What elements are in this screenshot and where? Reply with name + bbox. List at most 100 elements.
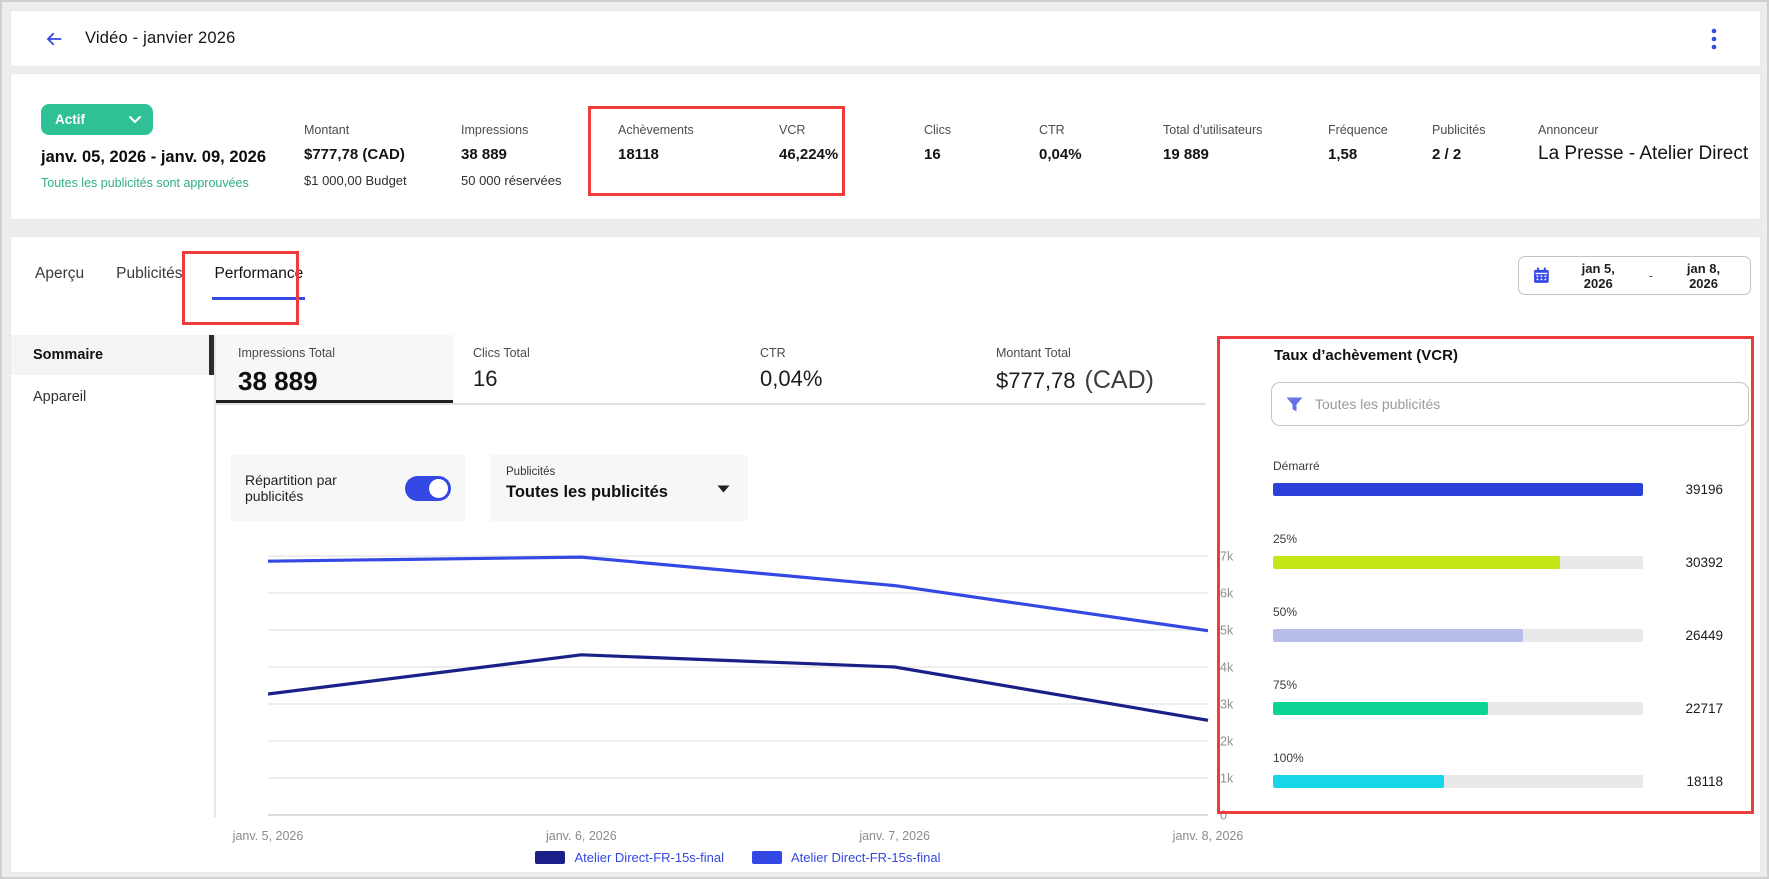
stat-label: Clics — [924, 123, 952, 137]
stat-label: Fréquence — [1328, 123, 1388, 137]
vcr-bar-track — [1273, 556, 1643, 569]
stat-label: Annonceur — [1538, 123, 1599, 137]
stat-col-annonceur: Annonceur La Presse - Atelier Direct — [1538, 123, 1767, 219]
chevron-down-icon — [129, 115, 141, 123]
vcr-bar-row: Démarré 39196 — [1273, 459, 1723, 497]
vcr-filter — [1271, 382, 1749, 426]
vcr-bar-label: 25% — [1273, 532, 1298, 546]
tab-label: Aperçu — [35, 265, 85, 282]
x-tick-label: janv. 5, 2026 — [232, 829, 304, 843]
stat-label: Publicités — [1432, 123, 1486, 137]
legend-label: Atelier Direct-FR-15s-final — [791, 850, 941, 865]
metric-cards-row: Impressions Total 38 889 Clics Total 16 … — [216, 335, 1206, 405]
metric-value: 16 — [473, 366, 498, 391]
legend-item[interactable]: Atelier Direct-FR-15s-final — [535, 850, 724, 865]
toggle-knob — [429, 478, 448, 498]
legend-item[interactable]: Atelier Direct-FR-15s-final — [752, 850, 941, 865]
metric-value: 38 889 — [238, 366, 318, 396]
metric-card-montant-total[interactable]: Montant Total $777,78 (CAD) — [976, 335, 1206, 403]
vcr-bar-row: 25% 30392 — [1273, 532, 1723, 570]
y-tick-label: 3k — [1220, 698, 1234, 712]
stats-row: Montant $777,78 (CAD) $1 000,00 Budget I… — [304, 74, 1767, 219]
tab-performance[interactable]: Performance — [212, 257, 306, 300]
tab-label: Publicités — [116, 265, 183, 282]
vcr-bar-fill — [1273, 556, 1560, 569]
vcr-bar-label: 75% — [1273, 678, 1298, 692]
tab-apercu[interactable]: Aperçu — [33, 257, 86, 300]
sidebar-item-label: Sommaire — [33, 347, 104, 363]
sidebar-item-sommaire[interactable]: Sommaire — [11, 335, 214, 375]
y-tick-label: 2k — [1220, 735, 1234, 749]
metric-card-ctr[interactable]: CTR 0,04% — [740, 335, 976, 403]
vcr-bar-track — [1273, 702, 1643, 715]
vcr-panel-title: Taux d’achèvement (VCR) — [1274, 347, 1458, 364]
x-tick-label: janv. 8, 2026 — [1172, 829, 1244, 843]
stat-col-ctr: CTR 0,04% — [1039, 123, 1163, 219]
metric-card-impressions-total[interactable]: Impressions Total 38 889 — [216, 335, 453, 403]
status-block: Actif janv. 05, 2026 - janv. 09, 2026 To… — [41, 74, 304, 219]
status-badge-label: Actif — [55, 112, 85, 127]
stat-label: Montant — [304, 123, 350, 137]
chart-legend: Atelier Direct-FR-15s-final Atelier Dire… — [268, 850, 1208, 865]
stat-value: 0,04% — [1039, 146, 1082, 163]
stat-label: CTR — [1039, 123, 1065, 137]
kebab-menu-button[interactable] — [1700, 25, 1728, 53]
metric-value: 0,04% — [760, 366, 823, 391]
vcr-bar-value: 18118 — [1686, 774, 1723, 789]
tab-publicites[interactable]: Publicités — [114, 257, 184, 300]
legend-label: Atelier Direct-FR-15s-final — [574, 850, 724, 865]
stat-col-achevements: Achèvements 18118 — [618, 123, 779, 219]
vcr-bar-row: 100% 18118 — [1273, 751, 1723, 789]
chart-svg: 0 1k 2k 3k 4k 5k 6k 7k — [267, 550, 1234, 823]
vcr-bars: Démarré 39196 25% 30392 50% 26449 75% — [1273, 459, 1723, 824]
sidebar-divider — [214, 335, 216, 817]
stat-value: 2 / 2 — [1432, 146, 1462, 163]
date-range-start: jan 5, 2026 — [1581, 260, 1615, 291]
x-tick-label: janv. 7, 2026 — [859, 829, 930, 843]
stat-label: Achèvements — [618, 123, 694, 137]
stat-col-total-d-utilisateurs: Total d’utilisateurs 19 889 — [1163, 123, 1328, 219]
stat-value: 46,224% — [779, 146, 839, 163]
y-tick-label: 5k — [1220, 624, 1234, 638]
back-button[interactable] — [39, 24, 69, 54]
vcr-bar-fill — [1273, 629, 1523, 642]
ads-dropdown[interactable]: Publicités Toutes les publicités — [490, 455, 748, 521]
calendar-icon — [1534, 267, 1549, 283]
stat-value: 1,58 — [1328, 146, 1358, 163]
chart-line-series — [267, 653, 1209, 722]
stat-label: Impressions — [461, 123, 529, 137]
stat-value: La Presse - Atelier Direct — [1538, 143, 1749, 164]
y-tick-label: 1k — [1220, 772, 1234, 786]
metric-card-clics-total[interactable]: Clics Total 16 — [453, 335, 740, 403]
stat-col-publicites: Publicités 2 / 2 — [1432, 123, 1538, 219]
chart-x-axis: janv. 5, 2026 janv. 6, 2026 janv. 7, 2026 j… — [233, 829, 1244, 845]
legend-swatch — [535, 851, 566, 864]
metric-label: CTR — [760, 346, 786, 360]
stat-value: 18118 — [618, 146, 659, 163]
split-toggle[interactable] — [405, 475, 451, 501]
vcr-filter-input[interactable] — [1315, 396, 1734, 412]
tab-bar: Aperçu Publicités Performance — [33, 257, 306, 300]
performance-line-chart: 0 1k 2k 3k 4k 5k 6k 7k — [267, 548, 1278, 823]
date-range-picker[interactable]: jan 5, 2026 - jan 8, 2026 — [1518, 256, 1751, 295]
stat-col-vcr: VCR 46,224% — [779, 123, 924, 219]
vcr-bar-fill — [1273, 702, 1488, 715]
stat-value: 16 — [924, 146, 941, 163]
sidebar-item-appareil[interactable]: Appareil — [11, 377, 214, 417]
vcr-bar-row: 50% 26449 — [1273, 605, 1723, 643]
metric-label: Montant Total — [996, 346, 1071, 360]
status-badge[interactable]: Actif — [41, 104, 153, 135]
tab-label: Performance — [214, 265, 304, 282]
y-tick-label: 6k — [1220, 587, 1234, 601]
caret-down-icon — [717, 485, 730, 493]
stat-sub: $1 000,00 Budget — [304, 173, 407, 188]
date-range-separator: - — [1648, 268, 1654, 283]
y-tick-label: 0 — [1220, 809, 1227, 821]
metric-suffix: (CAD) — [1084, 366, 1154, 394]
vcr-bar-row: 75% 22717 — [1273, 678, 1723, 716]
vcr-bar-fill — [1273, 775, 1444, 788]
vcr-bar-value: 30392 — [1685, 555, 1723, 570]
flight-dates: janv. 05, 2026 - janv. 09, 2026 — [41, 148, 267, 166]
split-toggle-card: Répartition par publicités — [231, 455, 465, 521]
stat-label: Total d’utilisateurs — [1163, 123, 1263, 137]
